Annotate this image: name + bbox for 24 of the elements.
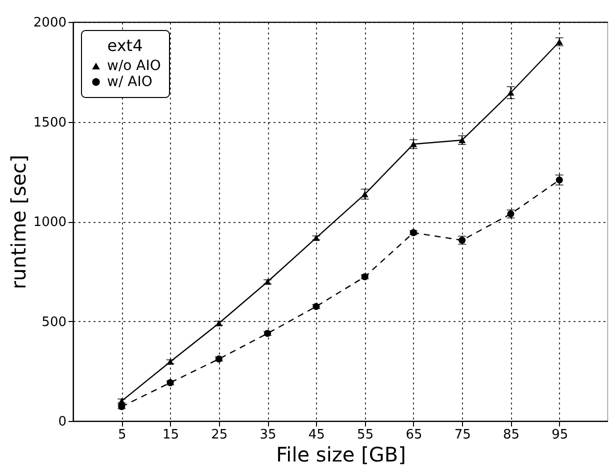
point (361, 191, 368, 198)
legend-label: w/o AIO (107, 58, 161, 74)
x-tick-label: 15 (162, 428, 180, 442)
x-tick-label: 55 (357, 428, 374, 442)
y-tick-label: 0 (58, 414, 66, 430)
x-tick-label: 35 (260, 428, 276, 442)
x-tick-label: 5 (118, 428, 126, 442)
y-tick-label: 1500 (33, 115, 66, 130)
x-tick-label: 25 (211, 428, 228, 442)
point (410, 141, 417, 148)
x-tick-label: 45 (308, 428, 325, 442)
y-tick-label: 500 (42, 314, 66, 330)
legend-title: ext4 (107, 36, 143, 55)
x-axis-title: File size [GB] (276, 442, 406, 465)
y-axis-title: runtime [sec] (6, 154, 30, 290)
y-tick-label: 2000 (33, 16, 66, 30)
x-tick-label: 75 (454, 428, 471, 442)
x-tick-label: 95 (552, 428, 568, 442)
y-tick-label: 1000 (33, 215, 66, 230)
legend-label: w/ AIO (107, 74, 152, 90)
x-tick-label: 85 (502, 428, 520, 442)
point (458, 137, 466, 144)
x-tick-label: 65 (406, 428, 422, 442)
point (507, 90, 514, 96)
